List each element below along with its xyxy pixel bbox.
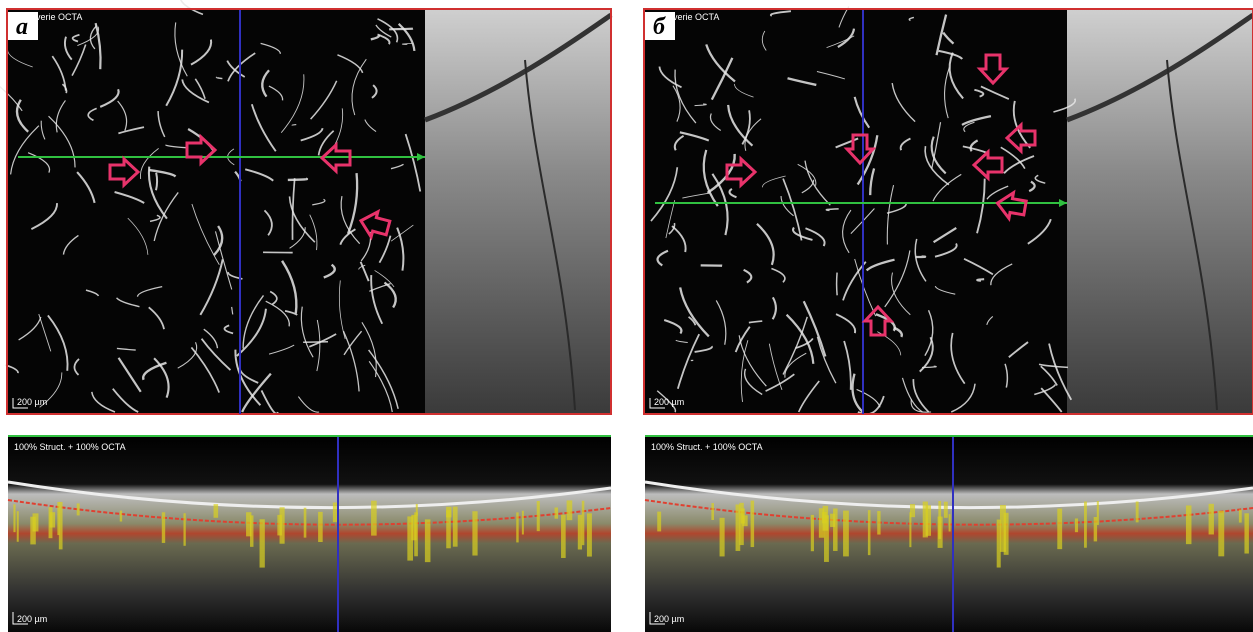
fundus-image [1067, 10, 1253, 414]
angio-image [8, 10, 425, 414]
flow-signal [868, 510, 871, 555]
flow-signal [561, 515, 566, 558]
flow-signal [587, 513, 592, 556]
flow-signal [414, 512, 418, 556]
flow-signal [214, 504, 219, 518]
flow-signal [567, 500, 573, 520]
flow-signal [720, 518, 725, 557]
flow-signal [997, 520, 1001, 568]
flow-signal [578, 515, 582, 550]
vessel [837, 273, 838, 296]
flow-signal [909, 512, 911, 547]
bscan-image [8, 435, 611, 632]
flow-signal [425, 519, 431, 562]
panel-label: б [653, 14, 666, 40]
flow-signal [833, 508, 838, 550]
flow-signal [522, 511, 524, 535]
flow-signal [1239, 510, 1242, 523]
flow-signal [50, 512, 55, 527]
flow-signal [938, 501, 941, 539]
flow-signal [1094, 517, 1097, 541]
flow-signal [711, 503, 714, 520]
flow-signal [277, 515, 282, 536]
vessel [288, 179, 307, 180]
flow-signal [582, 501, 585, 545]
flow-signal [17, 511, 19, 542]
flow-signal [333, 503, 337, 523]
flow-signal [739, 503, 743, 545]
flow-signal [944, 502, 948, 518]
flow-signal [877, 511, 880, 535]
vessel [156, 173, 157, 191]
flow-signal [516, 512, 518, 542]
flow-signal [1209, 504, 1214, 535]
vessel [303, 342, 328, 343]
flow-signal [1186, 505, 1192, 544]
flow-signal [1136, 502, 1139, 523]
flow-signal [657, 512, 661, 532]
flow-signal [1075, 518, 1078, 532]
bscan-scale: 200 µm [654, 614, 684, 624]
bscan-caption: 100% Struct. + 100% OCTA [651, 442, 763, 452]
flow-signal [120, 511, 122, 522]
flow-signal [304, 508, 307, 538]
flow-signal [811, 515, 814, 551]
flow-signal [77, 503, 80, 515]
flow-signal [13, 504, 15, 532]
angio-scale: 200 µm [654, 397, 684, 407]
flow-signal [246, 512, 251, 536]
flow-signal [59, 502, 63, 549]
flow-signal [1000, 505, 1006, 552]
flow-signal [843, 511, 849, 557]
flow-signal [1084, 501, 1087, 547]
panel-a: verie OCTA 200 µm а 100% Struct. + 100% OCT… [0, 0, 611, 632]
flow-signal [910, 504, 915, 517]
figure: verie OCTA 200 µm а 100% Struct. + 100% OCT… [0, 0, 1253, 632]
flow-signal [1097, 501, 1099, 525]
angio-scale: 200 µm [17, 397, 47, 407]
flow-signal [751, 501, 755, 547]
flow-signal [1244, 513, 1248, 553]
fundus-image [425, 10, 611, 414]
flow-signal [1218, 511, 1224, 557]
flow-signal [260, 519, 265, 567]
angio-caption: verie OCTA [673, 12, 719, 22]
flow-signal [923, 502, 928, 538]
flow-signal [555, 507, 558, 518]
bscan-scale: 200 µm [17, 614, 47, 624]
flow-signal [453, 507, 458, 547]
bscan-caption: 100% Struct. + 100% OCTA [14, 442, 126, 452]
flow-signal [446, 510, 451, 548]
panel-label: а [16, 14, 28, 40]
flow-signal [472, 511, 477, 555]
flow-signal [183, 513, 185, 546]
flow-signal [162, 512, 165, 543]
panel-b: verie OCTA 200 µm б 100% Struct. + 100% OCT… [644, 6, 1253, 632]
angio-caption: verie OCTA [36, 12, 82, 22]
flow-signal [371, 501, 377, 536]
flow-signal [819, 508, 824, 537]
flow-signal [949, 514, 951, 531]
flow-signal [1057, 509, 1062, 550]
flow-signal [537, 501, 540, 531]
flow-signal [318, 512, 323, 542]
flow-signal [30, 517, 35, 545]
flow-signal [407, 516, 413, 560]
